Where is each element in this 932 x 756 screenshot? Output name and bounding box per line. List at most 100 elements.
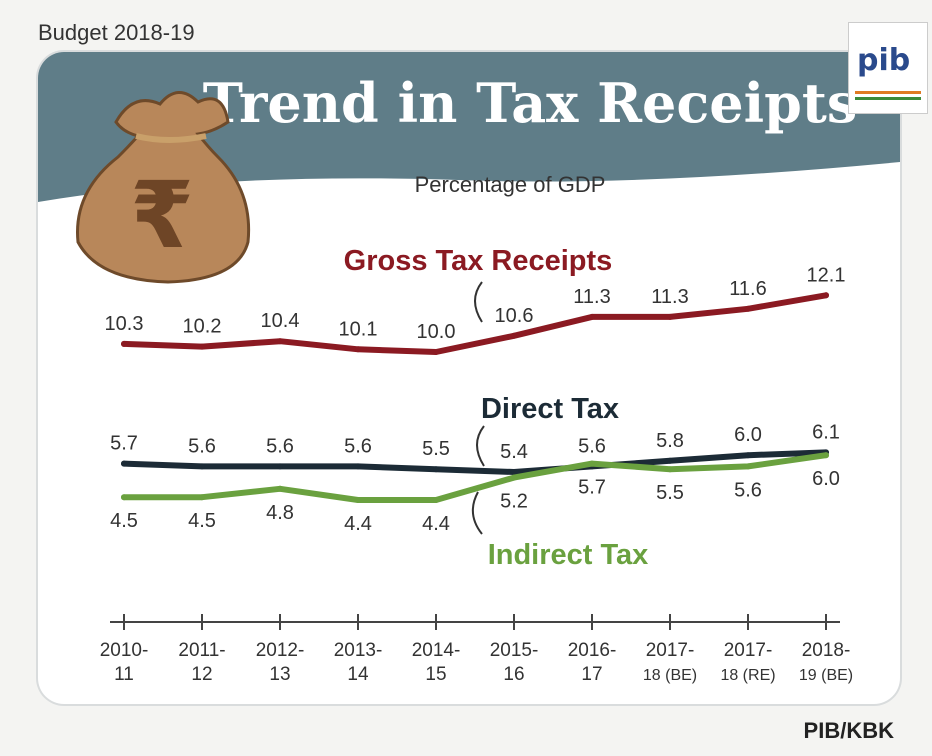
data-label-direct: 5.8 [656,430,684,452]
pib-logo-text: pib [857,43,911,78]
data-point-direct [121,460,127,467]
data-label-gross: 10.2 [183,316,222,338]
data-label-indirect: 4.4 [422,513,450,535]
x-tick-label-line2: 19 (BE) [799,667,853,684]
data-point-direct [433,466,439,473]
data-label-gross: 10.0 [417,321,456,343]
data-label-direct: 6.1 [812,421,840,443]
data-point-gross [433,349,439,355]
data-label-gross: 12.1 [807,264,846,286]
data-label-direct: 5.6 [266,435,294,457]
data-label-indirect: 5.5 [656,482,684,504]
data-point-direct [667,457,673,464]
data-label-direct: 6.0 [734,424,762,446]
data-label-indirect: 4.5 [110,510,138,532]
chart-card: Trend in Tax Receipts Percentage of GDP … [38,52,900,704]
x-tick-label: 2010- [100,640,149,661]
data-label-indirect: 5.2 [500,491,528,513]
data-label-indirect: 4.4 [344,513,372,535]
x-tick-label-line2: 18 (RE) [720,667,775,684]
x-tick-label-line2: 11 [114,664,134,685]
data-label-direct: 5.6 [188,435,216,457]
bracket-gross [474,281,483,323]
x-tick-label: 2018- [802,640,851,661]
data-label-direct: 5.5 [422,438,450,460]
series-line-gross [121,292,829,355]
data-point-gross [199,343,205,350]
data-point-indirect [433,497,439,503]
data-label-indirect: 5.6 [734,479,762,501]
data-label-gross: 10.1 [339,318,378,340]
series-name-direct: Direct Tax [481,393,619,425]
x-tick-label-line2: 15 [425,664,446,685]
chart-title: Trend in Tax Receipts [203,71,858,135]
data-point-indirect [121,494,127,501]
data-point-gross [277,338,283,345]
x-tick-label-line2: 17 [581,664,602,685]
x-tick-label-line2: 12 [191,664,212,685]
series-line-direct [121,449,829,475]
data-point-gross [823,292,829,299]
bracket-indirect [471,491,483,535]
chart-subtitle: Percentage of GDP [415,172,606,197]
data-point-indirect [823,452,829,459]
data-point-indirect [199,494,205,501]
data-point-gross [121,340,127,347]
data-point-direct [199,463,205,470]
data-point-direct [277,463,283,470]
data-point-direct [511,469,517,475]
x-tick-label: 2014- [412,640,461,661]
footer-credit: PIB/KBK [803,718,894,743]
data-point-indirect [355,497,361,503]
data-point-indirect [589,460,595,467]
data-label-direct: 5.4 [500,441,528,463]
data-label-indirect: 5.7 [578,477,606,499]
data-point-gross [355,346,361,353]
data-label-indirect: 4.5 [188,510,216,532]
data-point-gross [589,313,595,320]
data-point-indirect [277,485,283,492]
series-name-gross: Gross Tax Receipts [344,245,613,277]
data-label-indirect: 4.8 [266,502,294,524]
x-tick-label: 2017- [646,640,695,661]
data-label-gross: 10.3 [105,313,144,335]
data-point-direct [355,463,361,470]
data-label-gross: 11.3 [573,286,610,308]
data-label-gross: 11.3 [651,286,688,308]
x-tick-label-line2: 13 [269,664,290,685]
money-bag-icon: ₹ [76,91,251,284]
data-label-indirect: 6.0 [812,468,840,490]
rupee-icon: ₹ [130,162,194,269]
data-point-gross [667,313,673,320]
x-tick-label-line2: 18 (BE) [643,667,697,684]
data-label-gross: 10.6 [495,305,534,327]
data-label-gross: 10.4 [261,310,300,332]
pib-logo: pib [848,22,928,114]
data-label-gross: 11.6 [729,278,766,300]
data-point-indirect [511,474,517,481]
tax-receipts-chart: Trend in Tax Receipts Percentage of GDP … [38,52,900,685]
title-banner [38,52,900,202]
svg-text:₹: ₹ [130,162,194,269]
pib-logo-emblem [855,91,921,100]
data-point-gross [511,332,517,339]
x-tick-label: 2016- [568,640,617,661]
x-tick-label: 2017- [724,640,773,661]
budget-label: Budget 2018-19 [38,20,195,45]
x-tick-label: 2013- [334,640,383,661]
data-point-indirect [667,466,673,473]
x-tick-label-line2: 16 [503,664,524,685]
bracket-direct [476,425,485,467]
data-label-direct: 5.6 [578,435,606,457]
x-tick-label: 2012- [256,640,305,661]
series-name-indirect: Indirect Tax [488,539,649,571]
data-point-indirect [745,463,751,470]
x-tick-label-line2: 14 [347,664,369,685]
data-point-direct [745,452,751,459]
data-label-direct: 5.6 [344,435,372,457]
data-point-gross [745,305,751,312]
x-tick-label: 2015- [490,640,539,661]
x-tick-label: 2011- [178,640,225,661]
data-label-direct: 5.7 [110,433,138,455]
series-line-indirect [121,452,829,503]
